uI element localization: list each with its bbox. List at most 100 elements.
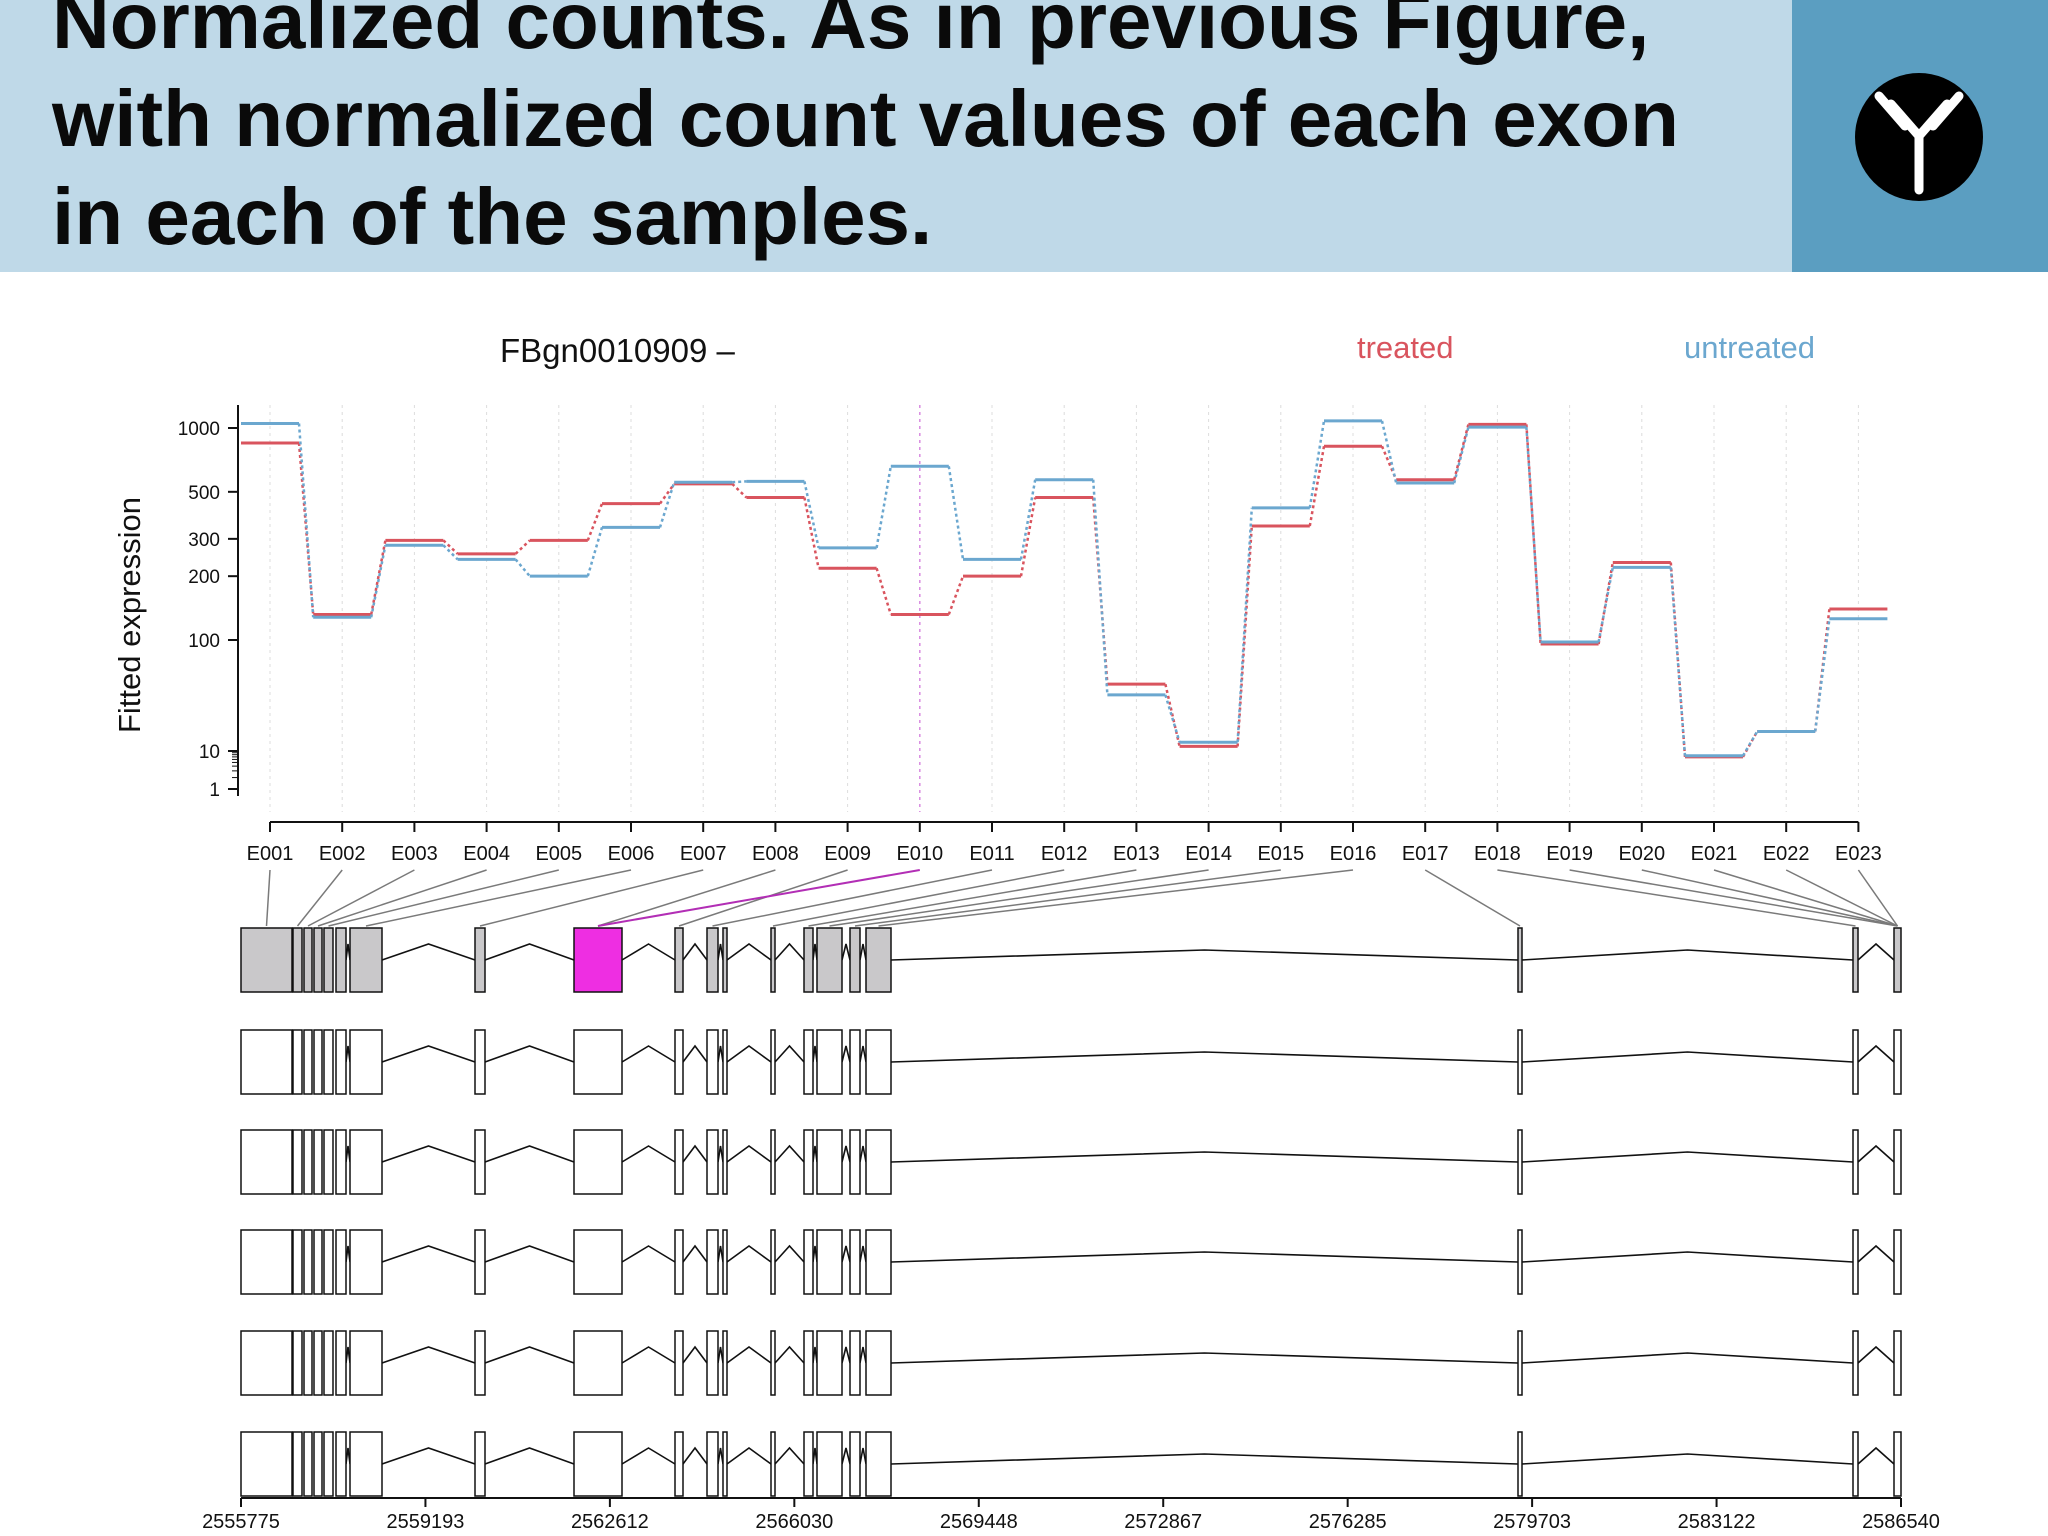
exon-box: [474, 1330, 486, 1396]
genomic-tick-label: 2555775: [202, 1511, 280, 1533]
exon-box: [573, 1431, 623, 1497]
intron-line: [381, 1245, 476, 1263]
exon-box: [722, 1129, 728, 1195]
title-line-2: with normalized count values of each exo…: [52, 74, 1679, 163]
exon-box: [349, 1029, 383, 1095]
transcript-track-6: [240, 1431, 1902, 1497]
chart-gridlines: [269, 405, 1859, 812]
connector-e019: [1569, 869, 1898, 927]
x-tick-label-e016: E016: [1330, 843, 1377, 865]
intron-line: [841, 1145, 851, 1163]
series-untreated-connector: [1813, 618, 1831, 732]
intron-line: [381, 1045, 476, 1063]
intron-line: [1521, 1453, 1854, 1465]
antibody-icon: [1855, 73, 1983, 201]
intron-line: [774, 1244, 805, 1263]
intron-line: [859, 943, 867, 961]
x-tick-label-e008: E008: [752, 843, 799, 865]
exon-box: [865, 1229, 892, 1295]
exon-box: [1517, 927, 1523, 993]
exon-box: [303, 1330, 313, 1396]
intron-line: [1521, 1352, 1854, 1364]
intron-line: [682, 1044, 708, 1063]
exon-box: [706, 1029, 719, 1095]
x-tick-label-e001: E001: [247, 843, 294, 865]
exon-box: [323, 1431, 334, 1497]
exon-box: [323, 927, 334, 993]
exon-box: [803, 1029, 814, 1095]
series-untreated-connector: [1452, 426, 1470, 484]
intron-line: [484, 943, 575, 961]
exon-box: [573, 1330, 623, 1396]
series-untreated-connector: [1597, 567, 1615, 643]
intron-line: [890, 1453, 1519, 1465]
series-untreated-connector: [514, 558, 531, 577]
intron-line: [1521, 1051, 1854, 1063]
y-tick-label: 300: [188, 530, 220, 551]
series-treated-connector: [875, 567, 892, 615]
y-axis: 1000 500 300 200 100 10 1: [178, 405, 239, 801]
exon-box: [770, 1229, 776, 1295]
transcript-track-2: [240, 1029, 1902, 1095]
exon-box: [303, 1229, 313, 1295]
exon-box: [722, 1330, 728, 1396]
exon-box-highlighted: [573, 927, 623, 993]
connector-e004: [317, 869, 487, 927]
connector-e023: [1857, 869, 1899, 927]
intron-line: [484, 1346, 575, 1364]
exon-box: [240, 927, 293, 993]
exon-box: [865, 1330, 892, 1396]
connector-e015: [854, 869, 1281, 927]
exon-box: [335, 1129, 347, 1195]
exon-box: [865, 1431, 892, 1497]
series-treated-connector: [947, 575, 965, 615]
connector-e014: [829, 869, 1209, 927]
x-tick-label-e009: E009: [824, 843, 871, 865]
x-tick-label-e003: E003: [391, 843, 438, 865]
exon-box: [313, 927, 323, 993]
exon-box: [706, 1129, 719, 1195]
series-untreated-connector: [947, 466, 965, 560]
exon-box: [865, 927, 892, 993]
exon-box: [349, 1129, 383, 1195]
intron-line: [841, 1045, 851, 1063]
intron-line: [381, 943, 476, 961]
intron-line: [682, 1244, 708, 1263]
intron-line: [381, 1145, 476, 1163]
exon-box: [803, 1431, 814, 1497]
exon-box: [1517, 1431, 1523, 1497]
exon-box: [1852, 1129, 1859, 1195]
intron-line: [717, 1346, 724, 1364]
connector-e006: [365, 869, 632, 927]
title-line-1: Normalized counts. As in previous Figure…: [52, 0, 1650, 65]
series-untreated-connector: [297, 423, 315, 618]
exon-box: [335, 1229, 347, 1295]
connector-e013: [808, 869, 1137, 927]
exon-box: [674, 927, 684, 993]
y-tick-label: 100: [188, 631, 220, 652]
exon-box: [240, 1029, 293, 1095]
connector-e016: [878, 869, 1354, 927]
exon-box: [1852, 1029, 1859, 1095]
intron-line: [621, 1245, 676, 1263]
exon-box: [1517, 1029, 1523, 1095]
exon-box: [770, 1129, 776, 1195]
exon-box: [292, 927, 303, 993]
x-tick-label-e019: E019: [1546, 843, 1593, 865]
connector-e010: [597, 869, 920, 927]
x-tick-label-e002: E002: [319, 843, 366, 865]
intron-line: [381, 1346, 476, 1364]
legend-untreated: untreated: [1684, 330, 1815, 365]
exon-box: [573, 1129, 623, 1195]
genomic-tick-label: 2586540: [1862, 1511, 1940, 1533]
transcript-track-1: [240, 927, 1902, 993]
series-untreated-connector: [442, 544, 459, 561]
connector-e021: [1713, 869, 1898, 927]
intron-line: [841, 943, 851, 961]
series-untreated-connector: [875, 466, 893, 549]
exon-box: [292, 1229, 303, 1295]
series-treated-connector: [586, 503, 604, 541]
series-untreated-connector: [1308, 420, 1326, 509]
intron-line: [774, 1144, 805, 1163]
